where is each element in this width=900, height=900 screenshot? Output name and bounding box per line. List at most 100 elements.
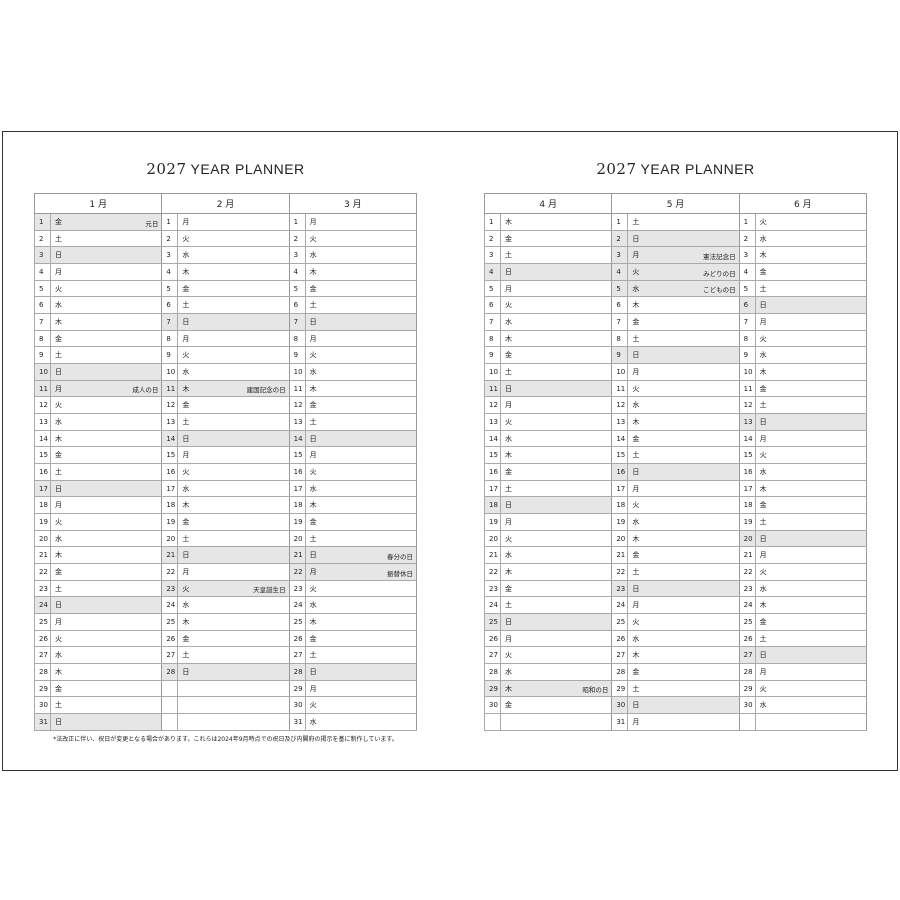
day-cell[interactable]: 金 — [627, 663, 740, 681]
day-cell[interactable]: 月 — [49, 613, 163, 631]
day-cell[interactable]: 土 — [754, 279, 868, 298]
day-cell[interactable]: 水 — [499, 663, 613, 681]
day-cell[interactable]: 火 — [304, 346, 418, 365]
day-cell[interactable]: 金 — [754, 613, 868, 631]
day-cell[interactable]: 月 — [304, 213, 418, 231]
day-cell[interactable]: 月 — [627, 713, 740, 731]
day-cell[interactable]: 月 成人の日 — [49, 379, 163, 398]
day-cell[interactable]: 水 — [499, 546, 613, 565]
day-cell[interactable]: 金 — [49, 329, 163, 348]
day-cell[interactable]: 水 — [499, 313, 613, 331]
day-cell[interactable]: 土 — [304, 296, 418, 315]
day-cell[interactable]: 木 — [49, 429, 163, 448]
day-cell[interactable]: 日 — [304, 429, 418, 448]
day-cell[interactable]: 土 — [499, 596, 613, 615]
day-cell[interactable]: 火 — [177, 463, 290, 481]
day-cell[interactable]: 木 — [49, 546, 163, 565]
day-cell[interactable]: 月 — [499, 396, 613, 415]
day-cell[interactable]: 日 — [49, 596, 163, 615]
day-cell[interactable]: 木 — [304, 613, 418, 631]
day-cell[interactable]: 金 — [754, 263, 868, 281]
day-cell[interactable]: 水 — [177, 363, 290, 381]
day-cell[interactable]: 日 — [499, 379, 613, 398]
day-cell[interactable]: 月 — [754, 313, 868, 331]
day-cell[interactable]: 火 — [49, 279, 163, 298]
day-cell[interactable]: 木 — [754, 596, 868, 615]
day-cell[interactable]: 水 — [49, 296, 163, 315]
day-cell[interactable]: 月 — [754, 546, 868, 565]
day-cell[interactable]: 木 — [499, 563, 613, 581]
day-cell[interactable]: 土 — [177, 296, 290, 315]
day-cell[interactable]: 火 — [177, 229, 290, 248]
day-cell[interactable]: 土 — [754, 513, 868, 531]
day-cell[interactable]: 月 — [304, 679, 418, 698]
day-cell[interactable]: 土 — [304, 646, 418, 665]
day-cell[interactable]: 金 — [177, 629, 290, 648]
day-cell[interactable]: 日 — [304, 313, 418, 331]
day-cell[interactable]: 月 憲法記念日 — [627, 246, 740, 265]
day-cell[interactable]: 日 — [304, 663, 418, 681]
day-cell[interactable]: 月 — [499, 513, 613, 531]
day-cell[interactable]: 土 — [499, 479, 613, 498]
day-cell[interactable]: 日 — [627, 579, 740, 598]
day-cell[interactable]: 火 — [627, 379, 740, 398]
day-cell[interactable]: 日 — [49, 479, 163, 498]
day-cell[interactable]: 金 — [627, 429, 740, 448]
day-cell[interactable]: 木 — [177, 613, 290, 631]
day-cell[interactable]: 木 — [754, 363, 868, 381]
day-cell[interactable]: 木 — [304, 263, 418, 281]
day-cell[interactable]: 火 — [177, 346, 290, 365]
day-cell[interactable]: 火 — [754, 446, 868, 465]
day-cell[interactable]: 金 — [499, 463, 613, 481]
day-cell[interactable]: 金 — [627, 546, 740, 565]
day-cell[interactable]: 火 — [304, 229, 418, 248]
day-cell[interactable]: 木 — [499, 329, 613, 348]
day-cell[interactable]: 日 — [49, 246, 163, 265]
day-cell[interactable]: 土 — [177, 646, 290, 665]
day-cell[interactable]: 土 — [49, 346, 163, 365]
day-cell[interactable]: 水 — [754, 579, 868, 598]
day-cell[interactable]: 火 — [754, 679, 868, 698]
day-cell[interactable]: 日 — [499, 263, 613, 281]
day-cell[interactable]: 火 — [499, 296, 613, 315]
day-cell[interactable]: 日 — [754, 529, 868, 548]
day-cell[interactable]: 土 — [754, 629, 868, 648]
day-cell[interactable]: 月 — [177, 213, 290, 231]
day-cell[interactable]: 水 — [304, 363, 418, 381]
day-cell[interactable]: 金 — [304, 279, 418, 298]
day-cell[interactable]: 水 — [49, 529, 163, 548]
day-cell[interactable]: 火 — [49, 396, 163, 415]
day-cell[interactable]: 土 — [627, 329, 740, 348]
day-cell[interactable]: 金 元日 — [49, 213, 163, 231]
day-cell[interactable]: 金 — [304, 513, 418, 531]
day-cell[interactable]: 土 — [627, 213, 740, 231]
day-cell[interactable]: 土 — [177, 529, 290, 548]
day-cell[interactable]: 木 — [627, 413, 740, 431]
day-cell[interactable]: 土 — [499, 363, 613, 381]
day-cell[interactable]: 土 — [177, 413, 290, 431]
day-cell[interactable]: 水 — [304, 246, 418, 265]
day-cell[interactable]: 月 — [627, 363, 740, 381]
day-cell[interactable]: 月 振替休日 — [304, 563, 418, 581]
day-cell[interactable]: 土 — [49, 229, 163, 248]
day-cell[interactable]: 金 — [49, 563, 163, 581]
day-cell[interactable]: 金 — [177, 396, 290, 415]
day-cell[interactable]: 木 — [304, 379, 418, 398]
day-cell[interactable]: 金 — [499, 346, 613, 365]
day-cell[interactable]: 木 — [754, 479, 868, 498]
day-cell[interactable]: 土 — [304, 413, 418, 431]
day-cell[interactable]: 水 — [49, 413, 163, 431]
day-cell[interactable]: 金 — [499, 229, 613, 248]
day-cell[interactable]: 木 — [499, 213, 613, 231]
day-cell[interactable]: 火 — [49, 629, 163, 648]
day-cell[interactable]: 日 春分の日 — [304, 546, 418, 565]
day-cell[interactable]: 木 — [177, 263, 290, 281]
day-cell[interactable]: 土 — [49, 696, 163, 715]
day-cell[interactable]: 日 — [754, 296, 868, 315]
day-cell[interactable]: 月 — [304, 329, 418, 348]
day-cell[interactable]: 金 — [304, 396, 418, 415]
day-cell[interactable]: 金 — [49, 679, 163, 698]
day-cell[interactable]: 日 — [499, 613, 613, 631]
day-cell[interactable]: 月 — [627, 596, 740, 615]
day-cell[interactable]: 月 — [177, 446, 290, 465]
